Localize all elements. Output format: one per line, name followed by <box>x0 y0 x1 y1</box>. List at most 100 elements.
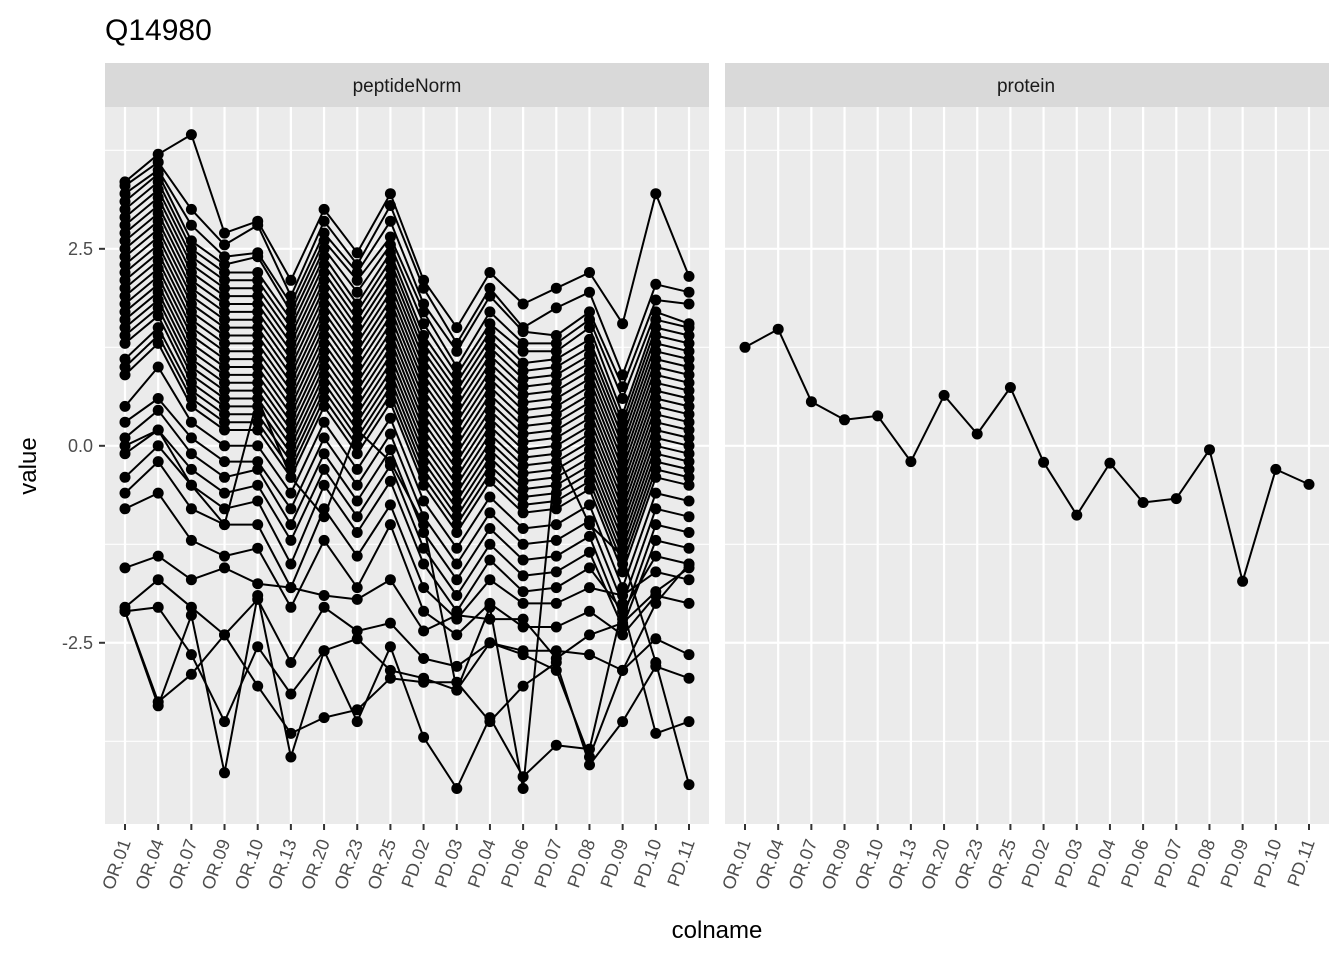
series-line <box>124 366 690 589</box>
data-point <box>650 416 662 428</box>
data-point <box>584 530 595 542</box>
data-point <box>484 333 496 345</box>
x-tick-label: OR.10 <box>851 837 888 893</box>
data-point <box>119 267 131 278</box>
data-point <box>451 503 463 515</box>
strip-label-peptideNorm: peptideNorm <box>353 76 462 97</box>
x-tick-label: OR.09 <box>198 837 235 893</box>
data-point <box>650 337 662 349</box>
data-point <box>318 314 330 326</box>
data-point <box>550 550 562 562</box>
data-point <box>285 322 297 334</box>
data-point <box>550 377 562 389</box>
data-point <box>185 534 197 546</box>
data-point <box>252 330 264 341</box>
data-point <box>484 452 496 464</box>
data-point <box>318 432 330 444</box>
data-point <box>384 444 396 456</box>
data-point <box>152 330 164 341</box>
data-point <box>584 373 595 385</box>
data-point <box>617 471 629 483</box>
data-point <box>351 322 363 334</box>
data-point <box>451 783 463 794</box>
data-point <box>318 463 330 475</box>
data-point <box>517 483 529 495</box>
data-point <box>351 432 363 444</box>
data-point <box>1137 497 1149 508</box>
data-point <box>418 385 430 397</box>
data-point <box>384 412 396 424</box>
data-point <box>384 373 396 385</box>
data-point <box>119 503 131 515</box>
data-point <box>683 574 695 586</box>
data-point <box>119 487 131 499</box>
data-point <box>252 345 264 357</box>
data-point <box>517 523 529 534</box>
data-point <box>839 414 850 426</box>
data-point <box>550 664 562 676</box>
data-point <box>971 428 983 440</box>
data-point <box>683 649 695 661</box>
data-point <box>252 219 264 231</box>
data-point <box>318 503 330 515</box>
data-point <box>152 361 164 373</box>
data-point <box>550 597 562 609</box>
data-point <box>517 389 529 401</box>
data-point <box>351 716 363 728</box>
data-point <box>1104 457 1116 469</box>
data-point <box>650 361 662 373</box>
data-point <box>318 330 330 341</box>
data-point <box>119 306 131 318</box>
series-line <box>124 610 690 766</box>
series-line <box>124 220 690 455</box>
data-point <box>252 495 264 507</box>
data-point <box>584 314 595 326</box>
data-point <box>252 479 264 491</box>
series-line <box>124 429 690 628</box>
data-point <box>351 511 363 523</box>
data-point <box>451 471 463 483</box>
data-point <box>451 495 463 507</box>
data-point <box>219 440 230 452</box>
data-point <box>451 527 463 538</box>
data-point <box>185 479 197 491</box>
data-point <box>185 649 197 661</box>
data-point <box>683 779 695 791</box>
data-point <box>252 400 264 412</box>
data-point <box>517 460 529 471</box>
data-point <box>617 590 629 601</box>
data-point <box>617 534 629 546</box>
data-point <box>683 495 695 507</box>
data-point <box>584 428 595 440</box>
data-point <box>517 345 529 357</box>
data-point <box>584 483 595 495</box>
data-point <box>285 298 297 310</box>
x-tick-label: OR.01 <box>718 837 755 893</box>
data-point <box>285 416 297 428</box>
data-point <box>550 739 562 751</box>
data-point <box>617 617 629 629</box>
data-point <box>351 416 363 428</box>
data-point <box>418 479 430 491</box>
data-point <box>185 235 197 247</box>
data-point <box>351 337 363 349</box>
data-point <box>252 680 264 692</box>
data-point <box>219 550 230 562</box>
data-point <box>119 314 131 326</box>
data-point <box>683 286 695 298</box>
data-point <box>185 251 197 263</box>
data-point <box>318 361 330 373</box>
data-point <box>584 389 595 401</box>
x-tick-label: PD.03 <box>1051 837 1087 891</box>
data-point <box>418 408 430 420</box>
data-point <box>418 432 430 444</box>
data-point <box>219 290 230 302</box>
chart-title: Q14980 <box>105 14 212 47</box>
data-point <box>185 267 197 278</box>
data-point <box>683 353 695 365</box>
data-point <box>739 341 751 353</box>
data-point <box>384 381 396 393</box>
data-point <box>318 353 330 365</box>
data-point <box>584 743 595 755</box>
data-point <box>617 456 629 468</box>
